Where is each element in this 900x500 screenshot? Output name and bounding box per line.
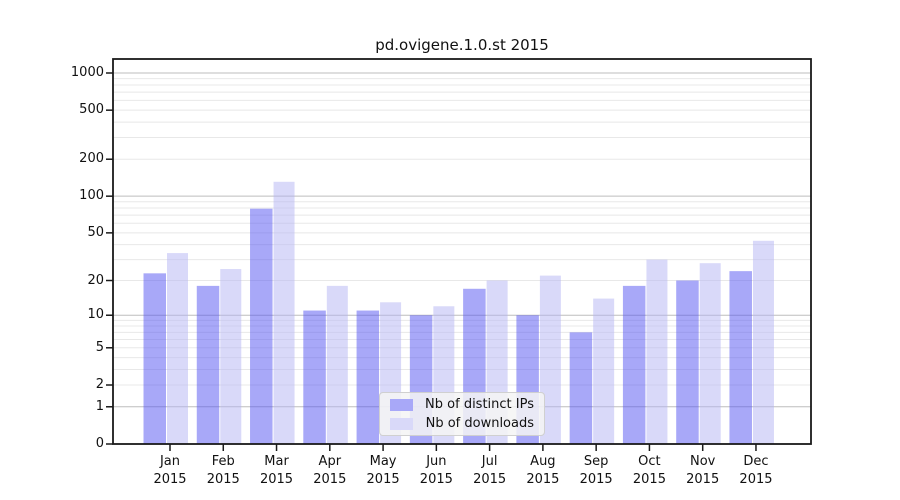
bar-downloads-Nov <box>699 263 721 444</box>
bar-distinct-ips-Apr <box>303 310 326 444</box>
y-axis-tick-label: 5 <box>95 339 104 355</box>
bar-distinct-ips-Mar <box>250 208 273 444</box>
plot-border <box>112 58 812 445</box>
x-axis-tick-label: Jan 2015 <box>153 454 187 487</box>
x-axis-tick-label: Dec 2015 <box>739 454 773 487</box>
x-axis-tick-label: Mar 2015 <box>259 454 294 487</box>
x-axis-tick-label: Sep 2015 <box>579 454 613 487</box>
y-axis-tick-label: 50 <box>87 224 104 240</box>
x-axis-tick-label: Jul 2015 <box>473 454 507 487</box>
bar-downloads-Aug <box>539 275 561 444</box>
bar-downloads-Feb <box>220 269 242 444</box>
legend-swatch-ips-icon <box>390 398 413 411</box>
legend: Nb of distinct IPs Nb of downloads <box>379 392 545 436</box>
x-axis-tick-label: Feb 2015 <box>206 454 240 487</box>
y-axis-tick-label: 20 <box>87 272 104 288</box>
legend-item-distinct-ips: Nb of distinct IPs <box>380 397 544 412</box>
bar-distinct-ips-May <box>356 310 380 444</box>
bar-distinct-ips-Sep <box>569 332 593 444</box>
y-axis-tick-label: 200 <box>79 151 104 167</box>
x-axis-tick-label: Aug 2015 <box>526 454 560 487</box>
y-axis-tick-label: 2 <box>95 377 104 392</box>
x-axis-tick-label: Jun 2015 <box>419 454 453 487</box>
bar-distinct-ips-Jan <box>143 273 166 444</box>
legend-swatch-downloads-icon <box>390 417 413 430</box>
bar-downloads-Mar <box>273 181 295 445</box>
bar-downloads-Sep <box>593 298 615 444</box>
y-axis-tick-label: 1000 <box>70 64 104 80</box>
bar-downloads-Dec <box>752 240 774 444</box>
y-axis-tick-label: 0 <box>95 436 104 451</box>
chart-title: pd.ovigene.1.0.st 2015 <box>375 36 549 54</box>
bar-distinct-ips-Feb <box>196 285 220 444</box>
legend-label-downloads: Nb of downloads <box>425 416 534 431</box>
y-axis-tick-label: 100 <box>79 188 104 204</box>
bar-downloads-Jan <box>167 253 188 444</box>
y-axis-tick-label: 500 <box>79 102 104 118</box>
bar-downloads-Apr <box>326 285 348 444</box>
bar-distinct-ips-Oct <box>622 285 646 444</box>
y-axis-tick-label: 1 <box>95 398 104 414</box>
bar-distinct-ips-Dec <box>729 271 752 444</box>
bar-distinct-ips-Nov <box>676 280 699 444</box>
x-axis-tick-label: May 2015 <box>366 454 400 487</box>
bar-downloads-Oct <box>646 259 668 444</box>
legend-label-ips: Nb of distinct IPs <box>425 397 534 412</box>
x-axis-tick-label: Oct 2015 <box>632 454 666 487</box>
legend-item-downloads: Nb of downloads <box>380 416 544 431</box>
y-axis-tick-label: 10 <box>87 307 104 323</box>
x-axis-tick-label: Nov 2015 <box>686 454 720 487</box>
x-axis-tick-label: Apr 2015 <box>313 454 347 487</box>
